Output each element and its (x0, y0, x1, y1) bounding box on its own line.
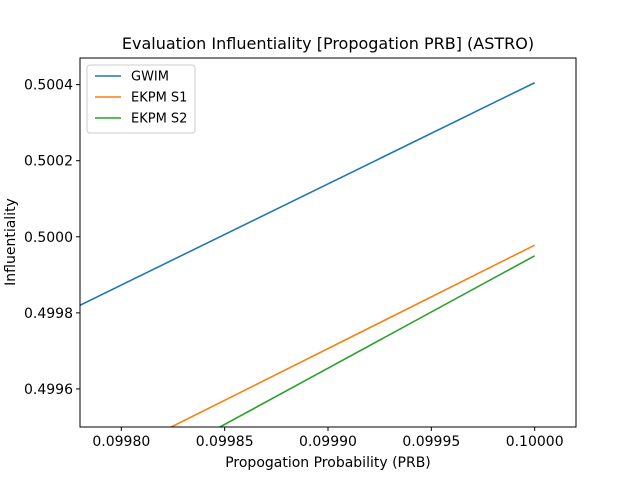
x-tick-label: 0.09995 (402, 434, 460, 450)
x-axis: 0.09980 0.09985 0.09990 0.09995 0.10000 (92, 427, 564, 450)
series-line-ekpm-s1 (169, 244, 536, 427)
x-tick-label: 0.09980 (92, 434, 150, 450)
y-tick-label: 0.4998 (24, 306, 73, 322)
series-line-gwim (80, 82, 536, 306)
y-axis-label: Influentiality (3, 198, 19, 286)
legend-label-ekpm-s1: EKPM S1 (131, 91, 187, 106)
y-axis: 0.4996 0.4998 0.5000 0.5002 0.5004 (24, 78, 80, 398)
chart-title: Evaluation Influentiality [Propogation P… (122, 34, 534, 53)
y-tick-label: 0.5000 (24, 230, 73, 246)
y-tick-label: 0.5004 (24, 78, 73, 94)
legend: GWIM EKPM S1 EKPM S2 (86, 64, 196, 134)
y-tick-label: 0.5002 (24, 154, 73, 170)
x-tick-label: 0.09990 (299, 434, 357, 450)
x-tick-label: 0.09985 (196, 434, 254, 450)
legend-box (86, 64, 196, 134)
series-line-ekpm-s2 (218, 255, 536, 427)
x-axis-label: Propogation Probability (PRB) (225, 455, 431, 471)
plot-area-frame (79, 57, 577, 428)
x-tick-label: 0.10000 (506, 434, 564, 450)
legend-label-ekpm-s2: EKPM S2 (131, 112, 187, 127)
legend-label-gwim: GWIM (131, 70, 169, 85)
y-tick-label: 0.4996 (24, 382, 73, 398)
